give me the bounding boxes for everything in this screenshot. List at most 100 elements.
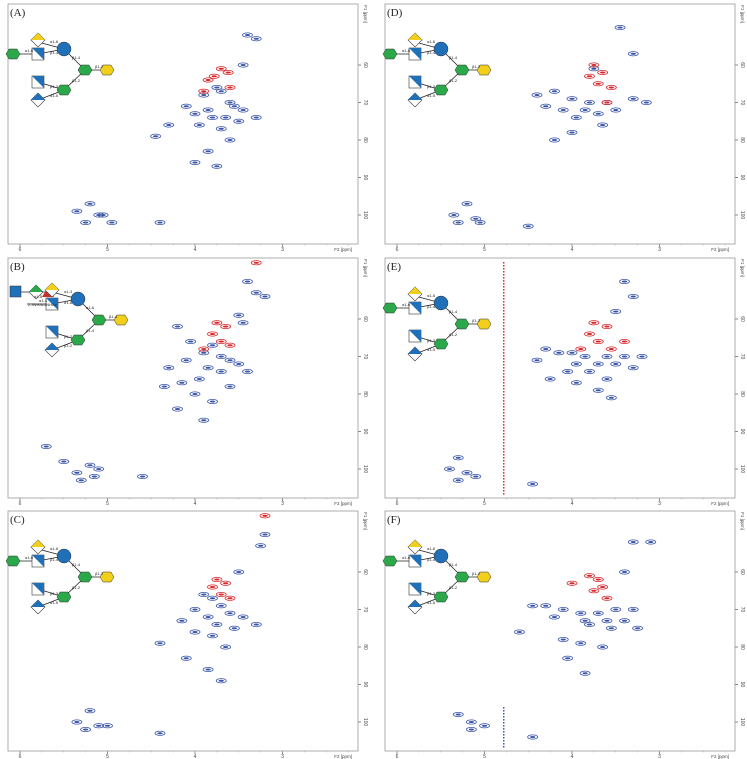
positive-peak-contour (198, 92, 210, 98)
positive-peak-contour (176, 618, 188, 624)
linkage-label: α1-5 (427, 600, 436, 605)
negative-peak-core (604, 597, 610, 600)
x-tick-label: 3 (658, 247, 661, 252)
glycan-diagram: α1-6 α1-6 β1-4 β1-4 β1-2 β1-2 β1-3 α1-5 (5, 539, 115, 615)
positive-peak (579, 354, 591, 360)
negative-peak-contour (601, 595, 613, 601)
negative-peak (566, 580, 578, 586)
linkage-label: β1-2 (64, 343, 73, 348)
t1-noise-artifact (503, 493, 505, 495)
linkage-label: β1-2 (95, 571, 104, 576)
positive-peak-core (586, 623, 593, 626)
positive-peak (584, 100, 595, 106)
negative-peak (597, 584, 609, 590)
positive-peak-core (240, 321, 246, 324)
y-tick-label: 80 (362, 137, 368, 143)
negative-peak (584, 331, 595, 337)
negative-peak-core (591, 64, 597, 66)
positive-peak (553, 350, 565, 356)
positive-peak-core (153, 135, 159, 138)
linkage-label: α1-6 (64, 300, 73, 305)
linkage-label: β1-4 (449, 562, 458, 567)
positive-peak-contour (544, 376, 556, 382)
negative-peak (224, 595, 236, 601)
linkage-label: β1-4 (109, 314, 118, 319)
positive-peak-contour (632, 625, 644, 631)
y-tick-label: 90 (739, 429, 745, 435)
positive-peak-contour (619, 354, 630, 360)
linkage-label: β1-2 (472, 571, 481, 576)
negative-peak-contour (208, 73, 220, 79)
t1-noise-artifact (503, 412, 505, 414)
y-tick-label: 80 (739, 137, 745, 143)
x-tick-label: 5 (106, 247, 109, 252)
panel-label: (C) (10, 514, 25, 526)
positive-peak (610, 309, 622, 315)
spectrum-panel: (D) 6 5 4 3 F2 [ppm] 60 70 80 90 100 F1 [ppm] α1-6 α1… (377, 0, 747, 253)
positive-peak-contour (597, 644, 609, 650)
positive-peak (531, 357, 543, 363)
hexnac-diamond-fill (45, 343, 59, 350)
hexose-hexagon (454, 64, 470, 76)
t1-noise-artifact (503, 307, 505, 309)
positive-peak (242, 278, 253, 284)
positive-peak (636, 354, 648, 360)
positive-peak-contour (465, 719, 477, 725)
positive-peak (202, 148, 214, 154)
positive-peak (189, 629, 201, 635)
positive-peak-contour (84, 201, 96, 207)
y-tick-label: 70 (362, 100, 368, 106)
positive-peak-contour (570, 115, 582, 121)
positive-peak-core (560, 608, 566, 611)
x-tick-label: 6 (396, 501, 399, 506)
positive-peak (601, 354, 613, 360)
positive-peak-contour (553, 350, 565, 356)
positive-peak-contour (180, 357, 192, 363)
positive-peak-contour (215, 678, 227, 684)
hexose-hexagon (454, 571, 470, 583)
y-tick-label: 60 (739, 569, 745, 575)
positive-peak-core (139, 475, 146, 478)
positive-peak-contour (242, 32, 253, 38)
positive-peak (102, 723, 113, 729)
positive-peak-core (209, 634, 216, 637)
negative-peak (202, 77, 214, 83)
positive-peak-core (586, 370, 593, 373)
reducing-end-hexagon (476, 64, 492, 76)
positive-peak-contour (479, 723, 490, 729)
positive-peak (233, 118, 245, 124)
negative-peak-contour (198, 88, 210, 94)
positive-peak-core (534, 94, 540, 96)
positive-peak-core (240, 616, 246, 618)
positive-peak-contour (640, 100, 652, 106)
positive-peak-contour (627, 96, 639, 102)
positive-peak-core (565, 657, 571, 660)
negative-peak-core (262, 514, 268, 517)
positive-peak (220, 115, 232, 121)
t1-noise-artifact (503, 334, 505, 336)
negative-peak (259, 513, 271, 519)
positive-peak (640, 100, 652, 106)
positive-peak-contour (592, 361, 604, 367)
positive-peak-contour (215, 354, 227, 360)
positive-peak (579, 107, 591, 113)
t1-noise-artifact (503, 731, 505, 733)
positive-peak (163, 122, 175, 128)
positive-peak (549, 137, 560, 143)
plot-frame (7, 510, 359, 752)
positive-peak-core (591, 67, 597, 70)
linkage-label: β1-4 (449, 309, 458, 314)
positive-peak-contour (189, 629, 201, 635)
positive-peak (202, 666, 214, 672)
positive-peak-contour (575, 610, 587, 616)
negative-peak (605, 85, 617, 91)
negative-peak-contour (592, 81, 604, 87)
linkage-label: α1-5 (50, 93, 59, 98)
positive-peak-contour (549, 614, 560, 620)
positive-peak-contour (40, 443, 52, 449)
positive-peak (189, 159, 201, 165)
positive-peak-core (613, 363, 619, 365)
negative-peak-contour (592, 577, 604, 583)
positive-peak-contour (233, 118, 245, 124)
